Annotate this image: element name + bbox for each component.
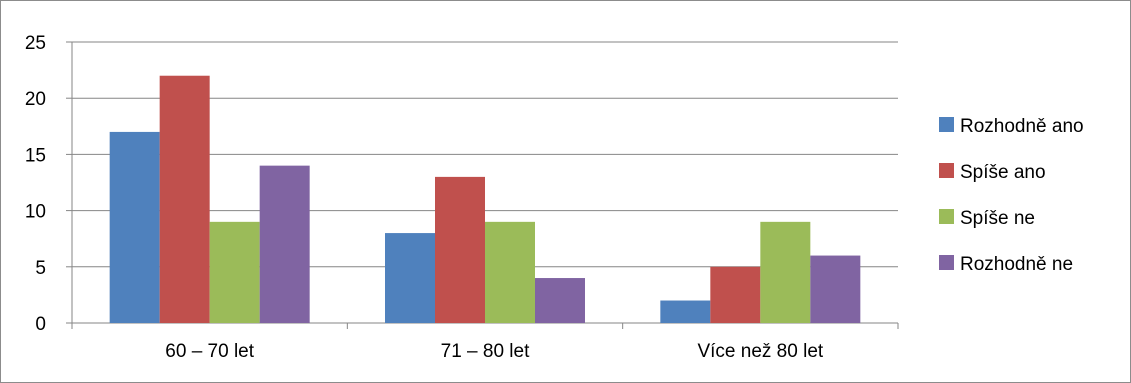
legend: Rozhodně ano Spíše ano Spíše ne Rozhodně ne [939,116,1084,275]
y-tick-label: 20 [25,89,46,110]
bar-rozhodně-ano-1 [385,233,435,323]
y-tick-label: 25 [25,33,46,54]
bar-spíše-ano-1 [435,176,485,323]
y-tick-label: 10 [25,202,46,223]
legend-label: Spíše ano [960,162,1046,183]
bar-spíše-ne-2 [760,221,811,323]
bar-spíše-ano-2 [710,266,761,323]
x-tick-label: 60 – 70 let [165,341,254,362]
legend-swatch [939,209,954,224]
legend-label: Rozhodně ano [960,116,1084,137]
bar-spíše-ano-0 [159,75,210,323]
legend-label: Rozhodně ne [960,254,1073,275]
bar-rozhodně-ne-1 [535,278,585,323]
tick-labels: 0 5 10 15 20 25 60 – 70 let 71 – 80 let Více než… [25,33,824,362]
bar-rozhodně-ne-2 [810,255,861,323]
bars [109,75,861,323]
legend-swatch [939,163,954,178]
y-tick-label: 0 [35,314,46,335]
x-tick-label: 71 – 80 let [441,341,530,362]
legend-swatch [939,255,954,270]
y-tick-label: 5 [35,258,46,279]
legend-label: Spíše ne [960,208,1035,229]
x-tick-label: Více než 80 let [697,341,823,362]
bar-rozhodně-ano-2 [660,300,711,323]
legend-swatch [939,117,954,132]
bar-spíše-ne-1 [485,221,535,323]
y-tick-label: 15 [25,145,46,166]
bar-rozhodně-ano-0 [109,131,160,323]
bar-spíše-ne-0 [209,221,260,323]
bar-rozhodně-ne-0 [259,165,310,323]
